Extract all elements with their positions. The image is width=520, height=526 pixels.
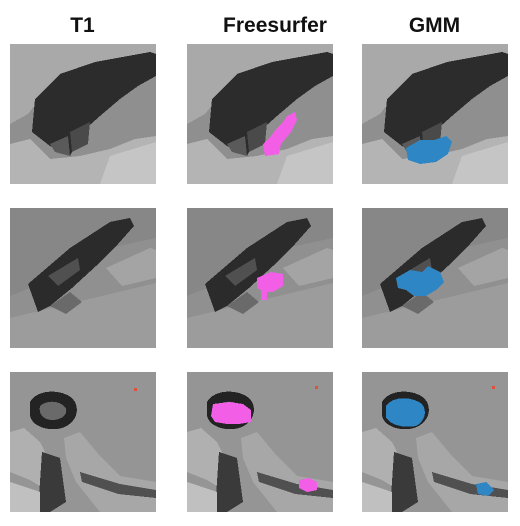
gmm-segmentation [396, 266, 444, 296]
freesurfer-segmentation [263, 112, 297, 156]
gmm-segmentation-small [476, 482, 494, 496]
freesurfer-segmentation-small [299, 478, 317, 492]
gmm-segmentation [406, 136, 452, 164]
freesurfer-segmentation [257, 272, 283, 300]
panel-freesurfer-row3 [187, 372, 333, 512]
panel-gmm-row2 [362, 208, 508, 348]
column-header-freesurfer: Freesurfer [223, 14, 327, 37]
freesurfer-segmentation [211, 402, 251, 424]
panel-freesurfer-row1 [187, 44, 333, 184]
panel-freesurfer-row2 [187, 208, 333, 348]
panel-gmm-row1 [362, 44, 508, 184]
panel-t1-row2 [10, 208, 156, 348]
panel-gmm-row3 [362, 372, 508, 512]
panel-t1-row1 [10, 44, 156, 184]
column-header-gmm: GMM [408, 14, 461, 37]
column-header-t1: T1 [70, 14, 95, 37]
panel-t1-row3 [10, 372, 156, 512]
